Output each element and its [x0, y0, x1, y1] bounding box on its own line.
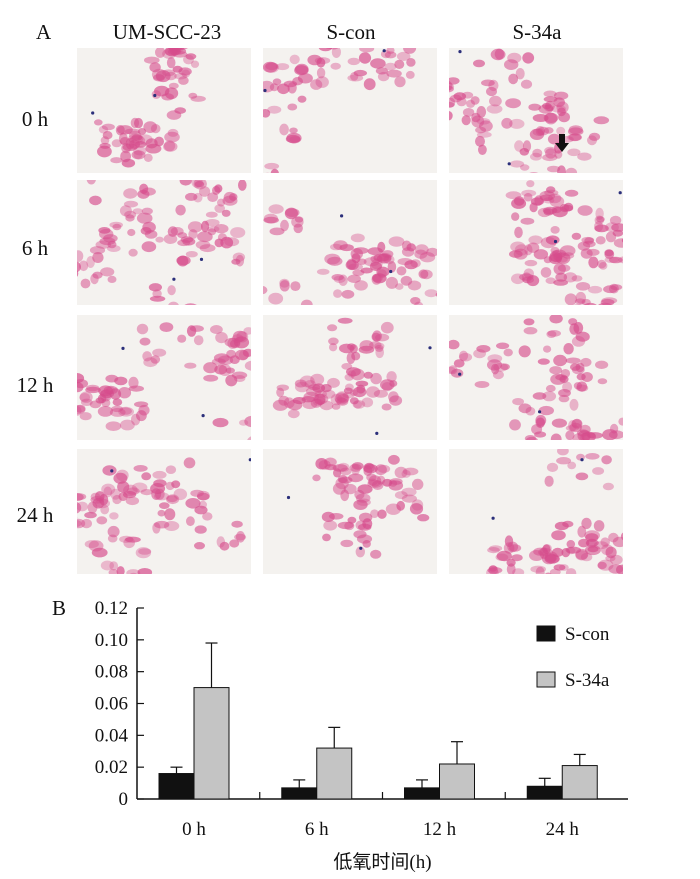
- legend-swatch-s-34a: [536, 671, 556, 688]
- micrograph-s-con-24h: [263, 449, 437, 574]
- legend-swatch-s-con: [536, 625, 556, 642]
- legend-label-s-34a: S-34a: [565, 670, 610, 691]
- micrograph-um-scc-23-12h: [77, 315, 251, 440]
- y-tick-label: 0.04: [95, 725, 129, 746]
- x-tick-label: 0 h: [182, 819, 206, 840]
- micrograph-s-34a-0h: [449, 48, 623, 173]
- bar-s-con: [404, 787, 440, 800]
- bar-s-34a: [439, 763, 475, 800]
- y-tick-label: 0.02: [95, 757, 128, 778]
- micrograph-s-con-6h: [263, 180, 437, 305]
- bar-s-34a: [193, 687, 230, 800]
- micrograph-s-34a-12h: [449, 315, 623, 440]
- y-tick-label: 0.10: [95, 630, 128, 651]
- y-tick-label: 0.12: [95, 598, 128, 619]
- x-tick-label: 24 h: [546, 819, 580, 840]
- bar-s-con: [281, 787, 318, 800]
- bar-s-34a: [561, 765, 598, 800]
- bar-s-34a: [316, 747, 353, 800]
- bar-s-con: [158, 773, 195, 800]
- legend-label-s-con: S-con: [565, 624, 610, 645]
- y-tick-label: 0: [119, 789, 129, 810]
- panel-a-label: A: [36, 20, 52, 44]
- x-tick-label: 12 h: [423, 819, 457, 840]
- y-tick-label: 0.06: [95, 694, 128, 715]
- row-label-6h: 6 h: [21, 236, 49, 260]
- micrograph-um-scc-23-6h: [77, 180, 251, 305]
- column-header-s-con: S-con: [326, 20, 376, 44]
- micrograph-s-con-12h: [263, 315, 437, 440]
- bar-chart: 0 0.02 0.04 0.06 0.08 0.10 0.12 0 h 6 h 12 h 24 h 低…: [95, 598, 628, 873]
- down-arrow-icon: [555, 134, 569, 152]
- row-label-24h: 24 h: [16, 503, 54, 527]
- micrograph-s-34a-6h: [449, 180, 623, 305]
- column-header-um-scc-23: UM-SCC-23: [112, 20, 222, 44]
- x-axis-label: 低氧时间(h): [333, 851, 431, 873]
- micrograph-s-con-0h: [263, 48, 437, 173]
- micrograph-um-scc-23-24h: [77, 449, 251, 574]
- micrograph-s-34a-24h: [449, 449, 623, 574]
- row-label-0h: 0 h: [21, 107, 49, 131]
- bar-s-con: [526, 785, 563, 800]
- row-label-12h: 12 h: [16, 373, 54, 397]
- micrograph-um-scc-23-0h: [77, 48, 251, 173]
- panel-b-label: B: [52, 596, 67, 620]
- column-header-s-34a: S-34a: [512, 20, 562, 44]
- y-tick-label: 0.08: [95, 662, 128, 683]
- x-tick-label: 6 h: [305, 819, 329, 840]
